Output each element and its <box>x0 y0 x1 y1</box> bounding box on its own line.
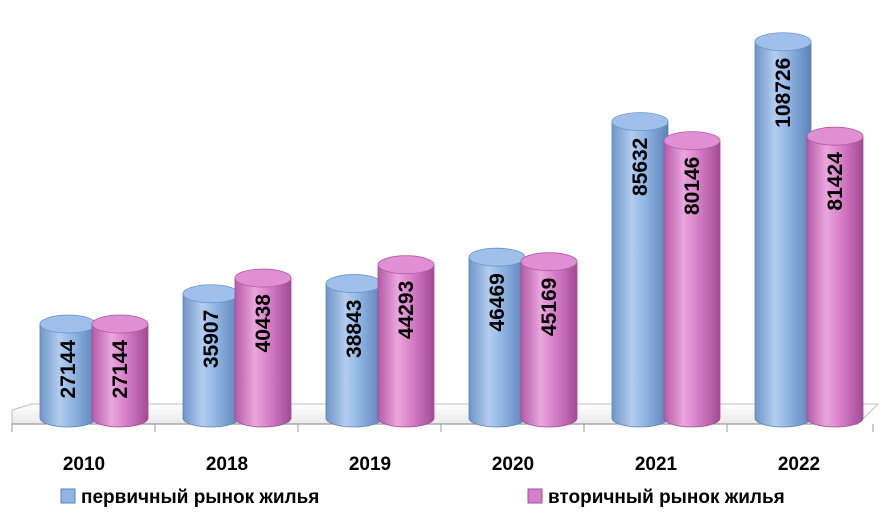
legend-item-primary: первичный рынок жилья <box>60 487 319 508</box>
data-label: 46469 <box>486 273 509 331</box>
legend: первичный рынок жилья вторичный рынок жи… <box>60 487 785 508</box>
bar-top-cap <box>806 126 864 146</box>
bar-secondary-2019: 44293 <box>377 255 435 428</box>
data-label: 80146 <box>681 157 704 215</box>
bar-top-cap <box>663 131 721 151</box>
x-tick-label-2020: 2020 <box>492 454 534 475</box>
bars: 27144 27144 35907 40438 38843 44293 46469 45169… <box>39 32 864 428</box>
bar-primary-2010: 27144 <box>39 314 97 428</box>
bar-top-cap <box>234 268 292 288</box>
data-label: 85632 <box>629 138 652 196</box>
bar-secondary-2021: 80146 <box>663 131 721 428</box>
bar-top-cap <box>377 255 435 275</box>
bar-secondary-2022: 81424 <box>806 126 864 428</box>
bar-top-cap <box>611 112 669 132</box>
bar-secondary-2020: 45169 <box>520 252 578 428</box>
bar-secondary-2018: 40438 <box>234 268 292 428</box>
bar-top-cap <box>520 252 578 272</box>
bar-body <box>806 135 864 428</box>
legend-label-primary: первичный рынок жилья <box>81 487 319 508</box>
bar-body <box>234 277 292 428</box>
bar-body <box>91 323 149 428</box>
bar-top-cap <box>468 247 526 267</box>
x-tick-label-2018: 2018 <box>206 454 248 475</box>
x-tick-label-2019: 2019 <box>349 454 391 475</box>
data-label: 44293 <box>395 281 418 339</box>
bar-top-cap <box>754 32 812 52</box>
bar-primary-2018: 35907 <box>182 284 240 428</box>
bar-body <box>520 261 578 428</box>
data-label: 81424 <box>824 152 847 211</box>
legend-swatch-primary <box>60 488 76 504</box>
bar-top-cap <box>325 274 383 293</box>
bar-body <box>377 264 435 428</box>
bar-primary-2021: 85632 <box>611 112 669 428</box>
data-label: 108726 <box>772 58 795 128</box>
x-axis-tick-labels: 2010 2018 2019 2020 2021 2022 <box>63 454 820 475</box>
legend-item-secondary: вторичный рынок жилья <box>527 487 785 508</box>
bar-top-cap <box>91 314 149 334</box>
bar-top-cap <box>182 284 240 304</box>
x-tick-label-2022: 2022 <box>778 454 820 475</box>
data-label: 27144 <box>57 340 80 399</box>
bar-secondary-2010: 27144 <box>91 314 149 428</box>
bar-primary-2019: 38843 <box>325 274 383 428</box>
data-label: 27144 <box>109 340 132 399</box>
x-tick-label-2010: 2010 <box>63 454 105 475</box>
x-tick-label-2021: 2021 <box>635 454 678 475</box>
bar-primary-2020: 46469 <box>468 247 526 428</box>
legend-label-secondary: вторичный рынок жилья <box>548 487 785 508</box>
data-label: 45169 <box>538 278 561 336</box>
bar-primary-2022: 108726 <box>754 32 812 428</box>
bar-body <box>663 140 721 428</box>
data-label: 40438 <box>252 294 275 353</box>
data-label: 38843 <box>343 300 366 358</box>
data-label: 35907 <box>200 310 223 368</box>
bar-top-cap <box>39 314 97 334</box>
legend-swatch-secondary <box>527 488 543 504</box>
